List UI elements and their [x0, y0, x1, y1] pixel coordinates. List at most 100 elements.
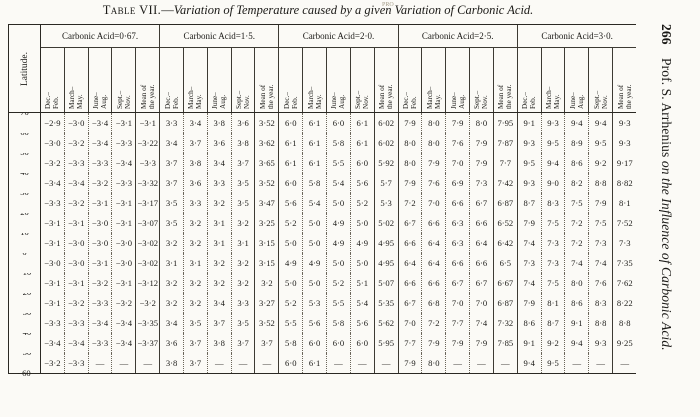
latitude-value: −40: [10, 333, 40, 337]
seasonal-value-cell: 6·1: [278, 153, 303, 173]
annual-mean-cell: −3·3: [135, 153, 160, 173]
annual-mean-cell: —: [254, 353, 279, 374]
table-title: Table VII.—Variation of Temperature caus…: [0, 0, 636, 20]
annual-mean-cell: 5·7: [373, 173, 399, 193]
seasonal-value-cell: 7·2: [564, 213, 589, 233]
annual-mean-cell: 3·15: [254, 233, 279, 253]
seasonal-value-cell: 7·9: [469, 333, 494, 353]
seasonal-value-cell: 3·1: [206, 213, 232, 233]
annual-mean-cell: 3·15: [254, 253, 279, 273]
season-header: March– May.: [421, 47, 446, 113]
seasonal-value-cell: 5·0: [302, 213, 327, 233]
seasonal-value-cell: 5·1: [349, 273, 375, 293]
seasonal-value-cell: −3·0: [40, 253, 65, 273]
season-header-label: Mean of the year.: [139, 84, 156, 109]
seasonal-value-cell: 7·9: [588, 193, 613, 213]
season-header: Dec.– Feb.: [516, 47, 542, 113]
seasonal-value-cell: 9·5: [516, 153, 542, 173]
seasonal-value-cell: −3·4: [87, 133, 112, 153]
latitude-cell: −20: [8, 293, 41, 313]
seasonal-value-cell: 6·0: [278, 173, 303, 193]
library-stamp: PRO: [382, 2, 394, 8]
seasonal-value-cell: −3·0: [111, 253, 136, 273]
group-header: Carbonic Acid=1·5.: [159, 24, 279, 48]
seasonal-value-cell: −3·2: [87, 173, 112, 193]
latitude-value: 30: [10, 193, 40, 197]
latitude-cell: 40: [8, 173, 41, 193]
season-header: Mean of the year.: [135, 47, 160, 113]
seasonal-value-cell: 5·4: [349, 293, 375, 313]
seasonal-value-cell: 8·0: [421, 133, 446, 153]
annual-mean-cell: 6·67: [492, 273, 518, 293]
seasonal-value-cell: −3·0: [63, 233, 89, 253]
annual-mean-cell: 7·7: [492, 153, 518, 173]
annual-mean-cell: 4·95: [373, 253, 399, 273]
season-header: Sept.– Nov.: [588, 47, 613, 113]
seasonal-value-cell: −3·1: [63, 213, 89, 233]
seasonal-value-cell: 6·0: [349, 153, 375, 173]
annual-mean-cell: 4·95: [373, 233, 399, 253]
seasonal-value-cell: −3·4: [87, 313, 112, 333]
seasonal-value-cell: 8·6: [564, 293, 589, 313]
seasonal-value-cell: 6·7: [445, 273, 470, 293]
seasonal-value-cell: 8·6: [516, 313, 542, 333]
seasonal-value-cell: 6·7: [397, 213, 422, 233]
seasonal-value-cell: 6·0: [326, 333, 351, 353]
seasonal-value-cell: 3·8: [206, 112, 232, 133]
seasonal-value-cell: −3·2: [40, 153, 65, 173]
table-row: −30−3·3−3·3−3·4−3·4−3·353·43·53·73·53·52…: [8, 313, 637, 333]
annual-mean-cell: 5·07: [373, 273, 399, 293]
season-header-label: Sept.– Nov.: [473, 90, 490, 109]
seasonal-value-cell: 9·2: [588, 153, 613, 173]
seasonal-value-cell: 9·1: [564, 313, 589, 333]
season-header-label: March– May.: [545, 86, 562, 109]
seasonal-value-cell: 7·9: [397, 112, 422, 133]
seasonal-value-cell: —: [588, 353, 613, 374]
seasonal-value-cell: 5·0: [302, 273, 327, 293]
annual-mean-cell: 8·22: [612, 293, 637, 313]
seasonal-value-cell: 5·6: [278, 193, 303, 213]
seasonal-value-cell: 3·6: [206, 133, 232, 153]
season-header: Dec.– Feb.: [397, 47, 422, 113]
annual-mean-cell: 3·62: [254, 133, 279, 153]
annual-mean-cell: 7·85: [492, 333, 518, 353]
latitude-cell: −50: [8, 353, 41, 374]
seasonal-value-cell: 9·4: [588, 112, 613, 133]
seasonal-value-cell: −3·4: [111, 333, 136, 353]
season-header: June– Aug.: [445, 47, 470, 113]
latitude-cell: 70: [8, 112, 41, 133]
seasonal-value-cell: 8·3: [588, 293, 613, 313]
annual-mean-cell: 5·62: [373, 313, 399, 333]
seasonal-value-cell: 6·0: [278, 353, 303, 374]
seasonal-value-cell: 5·0: [302, 233, 327, 253]
seasonal-value-cell: 8·0: [469, 112, 494, 133]
annual-mean-cell: 7·32: [492, 313, 518, 333]
latitude-value: 60: [10, 133, 40, 137]
seasonal-value-cell: 7·4: [588, 253, 613, 273]
season-header: March– May.: [183, 47, 208, 113]
seasonal-value-cell: 6·6: [397, 273, 422, 293]
annual-mean-cell: —: [373, 353, 399, 374]
annual-mean-cell: 8·82: [612, 173, 637, 193]
annual-mean-cell: −3·02: [135, 233, 160, 253]
running-title: on the Influence of Carbonic Acid.: [659, 160, 674, 351]
seasonal-value-cell: 7·0: [421, 193, 446, 213]
seasonal-value-cell: 5·2: [349, 193, 375, 213]
seasonal-value-cell: 8·0: [397, 153, 422, 173]
seasonal-value-cell: 7·3: [540, 253, 565, 273]
annual-mean-cell: 7·87: [492, 133, 518, 153]
season-header-label: Sept.– Nov.: [592, 90, 609, 109]
seasonal-value-cell: 8·1: [540, 293, 565, 313]
season-header-label: June– Aug.: [330, 92, 347, 109]
seasonal-value-cell: 8·8: [588, 173, 613, 193]
seasonal-value-cell: 8·0: [421, 353, 446, 374]
seasonal-value-cell: −3·4: [40, 333, 65, 353]
seasonal-value-cell: −3·2: [63, 293, 89, 313]
table-row: −20−3·1−3·2−3·3−3·2−3·23·23·23·43·33·275…: [8, 293, 637, 313]
seasonal-value-cell: 9·5: [588, 133, 613, 153]
seasonal-value-cell: 6·0: [326, 112, 351, 133]
annual-mean-cell: 3·52: [254, 173, 279, 193]
seasonal-value-cell: 5·3: [302, 293, 327, 313]
seasonal-value-cell: 3·6: [230, 112, 255, 133]
seasonal-value-cell: −3·3: [87, 293, 112, 313]
